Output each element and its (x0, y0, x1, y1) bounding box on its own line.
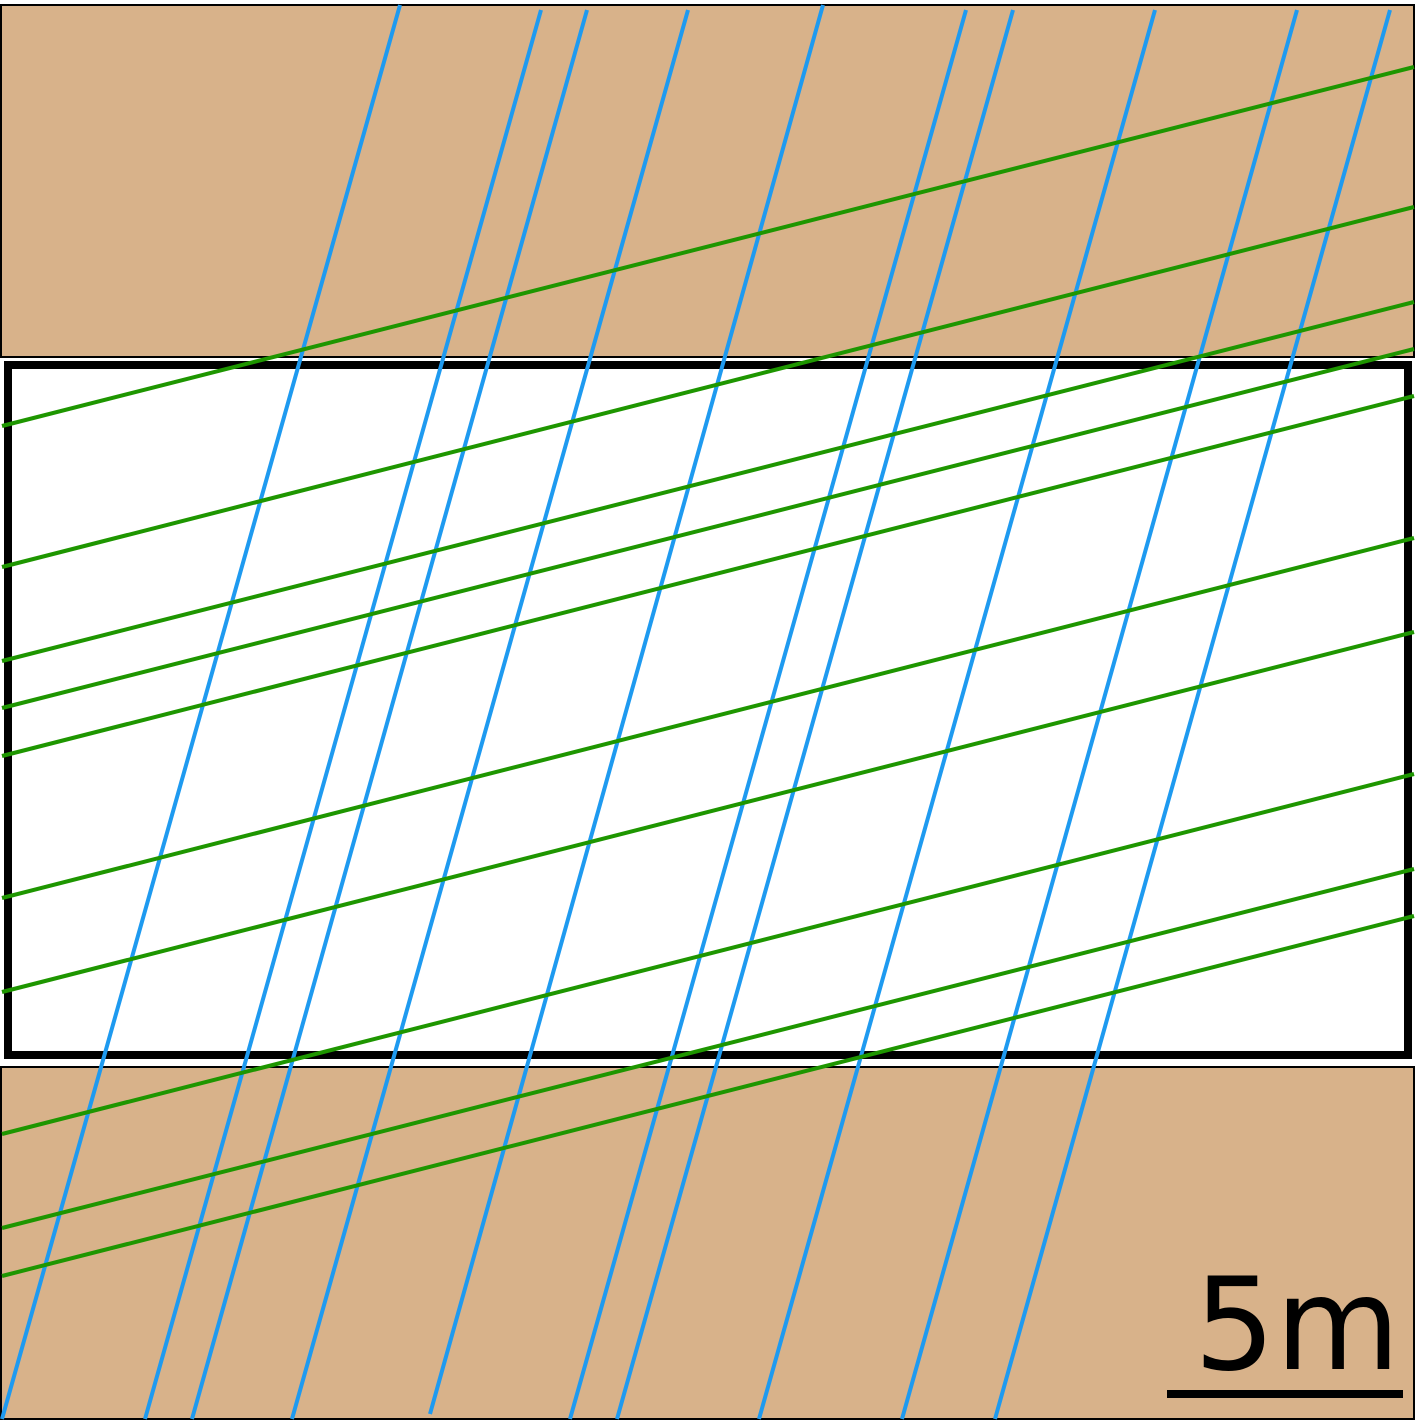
blue-joint-line-7 (615, 9, 1015, 1420)
green-joint-line-8 (1, 772, 1415, 1136)
green-joint-line-9 (1, 867, 1415, 1230)
blue-joint-line-3 (190, 9, 589, 1420)
joint-set-blue (0, 4, 1392, 1420)
green-joint-line-7 (1, 630, 1415, 994)
excavation-area (4, 361, 1412, 1059)
green-joint-line-1 (1, 65, 1415, 428)
blue-joint-line-5 (428, 4, 825, 1415)
green-joint-line-6 (1, 536, 1415, 900)
blue-joint-line-1 (0, 4, 402, 1420)
blue-joint-line-6 (568, 9, 968, 1420)
joint-set-green (1, 65, 1415, 1278)
green-joint-line-5 (1, 394, 1415, 758)
scale-bar-label: 5m (1193, 1251, 1400, 1400)
blue-joint-line-2 (143, 9, 543, 1420)
host-rock-bottom (0, 1066, 1415, 1420)
blue-joint-line-8 (757, 9, 1157, 1420)
host-rock-top (0, 4, 1415, 358)
blue-joint-line-10 (993, 9, 1392, 1420)
green-joint-line-10 (1, 914, 1415, 1278)
green-joint-line-3 (1, 300, 1415, 663)
green-joint-line-4 (1, 347, 1415, 710)
blue-joint-line-9 (900, 9, 1299, 1420)
green-joint-line-2 (1, 205, 1415, 569)
